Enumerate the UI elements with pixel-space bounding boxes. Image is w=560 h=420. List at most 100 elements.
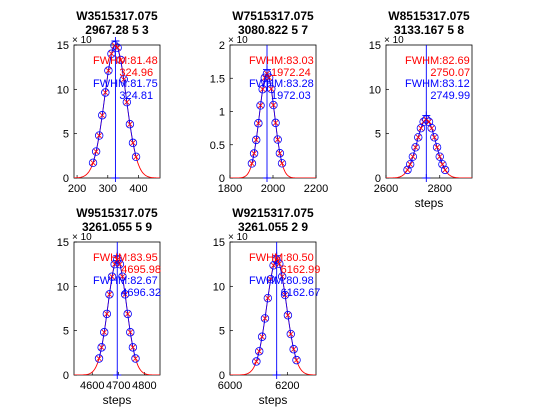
data-point-cross [270,102,277,108]
x-axis-label: steps [415,196,444,210]
data-point [105,290,114,299]
data-point-cross [127,121,133,127]
data-point-cross [268,276,274,282]
data-point-cross [282,292,288,298]
data-point-cross [119,273,126,280]
fwhm-blue-label: FWHM:83.12 [405,78,470,90]
y-tick-label: 10 [57,281,69,293]
x-tick-label: 1800 [218,183,242,195]
data-point [435,152,444,161]
data-point-cross [249,160,255,167]
data-point [94,354,104,363]
data-point-cross [105,67,112,74]
y-tick-label: 0.5 [210,140,225,152]
data-point [128,138,138,148]
peak-blue-label: 2749.99 [430,90,470,102]
x-tick-label: 4800 [132,380,156,392]
data-point-cross [264,70,270,77]
y-tick-label: 10 [57,84,69,96]
data-point-cross [429,125,435,131]
data-point-cross [259,86,266,92]
fwhm-blue-label: FWHM:81.75 [93,78,158,90]
y-tick-label: 15 [369,40,381,52]
data-point [247,159,257,168]
data-point [94,131,104,140]
fwhm-blue-label: FWHM:82.67 [93,275,158,287]
peak-blue-label: 6162.67 [281,287,321,299]
y-tick-label: 15 [57,40,69,52]
data-point [273,135,282,144]
peak-red-label: 1972.24 [271,67,311,79]
data-point [280,290,290,300]
fwhm-red-label: FWHM:82.69 [405,55,470,67]
data-point-cross [253,137,259,143]
y-tick-label: 10 [213,281,225,293]
subplot-title: 3080.822 5 7 [238,23,308,37]
data-point-cross [275,136,281,143]
y-tick-label: 0 [375,173,381,185]
fwhm-red-label: FWHM:81.48 [93,55,158,67]
y-exponent-label: × 10 [72,35,92,46]
data-point-cross [272,120,279,126]
data-point [110,41,119,50]
y-tick-label: 1 [219,107,225,119]
peak-red-label: 324.96 [119,67,153,79]
data-point [257,332,267,341]
data-point-cross [442,167,448,173]
data-point [252,357,261,366]
data-point [440,165,450,175]
data-point-cross [277,150,283,156]
peak-red-label: 4695.98 [121,264,161,276]
peak-blue-label: 1972.03 [271,90,311,102]
data-point-cross [412,144,419,150]
data-point [263,293,273,303]
subplot-2: 0 0.5 1 1.5 2 1800 2000 2200 × 10 W7515317.075308… [210,9,329,195]
data-point-cross [437,153,443,160]
x-tick-label: 6000 [218,380,242,392]
y-tick-label: 0 [219,173,225,185]
subplot-title: W9515317.075 [76,206,158,220]
x-tick-label: 2200 [304,183,328,195]
y-tick-label: 1.5 [210,73,225,85]
data-point [107,49,116,58]
data-point-cross [290,346,297,352]
y-tick-label: 5 [63,129,69,141]
y-exponent-label: × 10 [228,35,248,46]
data-point [88,158,98,168]
data-point-cross [108,51,115,57]
y-tick-label: 10 [369,84,381,96]
data-point-cross [265,295,271,301]
data-point [275,149,285,158]
data-point-cross [256,348,262,354]
data-point-cross [99,112,105,118]
data-point [414,133,423,142]
y-tick-label: 5 [63,326,69,338]
data-point [271,118,280,128]
x-tick-label: 4700 [106,380,130,392]
data-point-cross [118,57,124,63]
data-point [289,345,298,354]
y-tick-label: 0 [219,370,225,382]
data-point [118,272,127,281]
data-point [438,160,447,169]
data-point-cross [426,119,432,125]
data-point-cross [251,150,257,157]
data-point-cross [253,358,260,365]
subplot-title: 3261.055 5 9 [82,220,152,234]
data-point-cross [255,120,262,126]
data-point-cross [130,344,136,351]
y-tick-label: 5 [219,326,225,338]
data-point [101,88,110,97]
peak-blue-label: 324.81 [119,90,153,102]
data-point-cross [90,160,96,166]
x-tick-label: 4600 [80,380,104,392]
data-point [283,311,293,320]
peak-marker [111,37,120,45]
data-point-cross [288,331,294,337]
data-point-cross [285,312,291,318]
data-point [408,152,418,161]
peak-marker [422,174,431,182]
data-point [262,69,272,78]
